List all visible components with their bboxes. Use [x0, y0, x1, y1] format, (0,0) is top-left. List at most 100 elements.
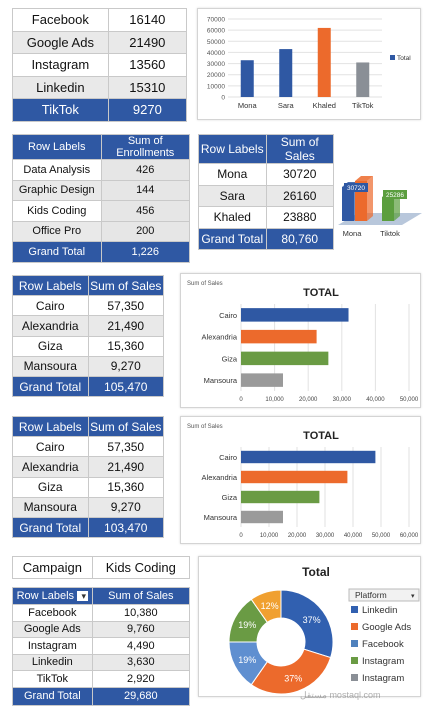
table-row: Data Analysis 426 [12, 159, 190, 181]
grand-total-row: Grand Total 105,470 [12, 375, 164, 398]
column-chart: 0 10000 20000 30000 40000 50000 60000 70000 Mona… [207, 17, 411, 111]
slice-label: 37% [303, 615, 321, 625]
bar-side [394, 192, 400, 221]
grand-total-value: 29,680 [91, 686, 191, 706]
filter-dropdown-icon[interactable]: ▾ [77, 591, 89, 601]
row-label: Facebook [12, 8, 109, 32]
row-label: Cairo [12, 436, 89, 458]
table-row: Google Ads 21490 [12, 30, 188, 54]
table-row: Instagram 13560 [12, 53, 188, 77]
corner-label: Sum of Sales [187, 281, 223, 287]
header-row: Row Labels Sum of Enrollments [12, 134, 190, 160]
platform-table: Facebook 16140 Google Ads 21490 Instagram 135… [12, 8, 188, 122]
row-label: Facebook [12, 604, 93, 622]
y-tick-label: 40000 [207, 50, 225, 57]
bar [241, 450, 376, 464]
y-tick-label: 10000 [207, 83, 225, 90]
row-value: 4,490 [91, 637, 191, 655]
row-label: TikTok [12, 98, 109, 122]
header-sum: Sum of Enrollments [100, 134, 190, 160]
legend-label: Facebook [362, 639, 404, 650]
x-tick-label: Mona [238, 101, 258, 110]
bar [241, 351, 329, 366]
row-label: Instagram [12, 637, 93, 655]
row-value: 16140 [107, 8, 188, 32]
y-tick-label: Alexandria [202, 473, 238, 482]
sales-people-table: Row Labels Sum of Sales Mona 30720 Sara 2616… [198, 134, 334, 250]
bar [241, 470, 348, 484]
legend-label: Total [397, 55, 411, 62]
legend-label: Instagram [362, 656, 404, 667]
header-sum: Sum of Sales [265, 134, 334, 164]
table-row: Facebook 16140 [12, 8, 188, 32]
y-tick-label: 70000 [207, 17, 225, 24]
row-label: Khaled [198, 206, 267, 229]
hbar-chart-2: Sum of Sales TOTAL 0 10,000 20,000 30,000 40,0… [187, 424, 419, 539]
table-row: Mona 30720 [198, 163, 334, 186]
bar-top [355, 176, 373, 181]
bar [241, 373, 283, 387]
grand-total-value: 105,470 [87, 375, 164, 398]
table-row: TikTok 2,920 [12, 670, 191, 688]
row-value: 21,490 [87, 456, 164, 478]
y-tick-label: 30000 [207, 61, 225, 68]
legend-swatch [351, 606, 358, 613]
table-row: Mansoura 9,270 [12, 355, 164, 377]
table-row: Kids Coding 456 [12, 200, 190, 222]
row-label: Cairo [12, 295, 89, 317]
header-sum: Sum of Sales [87, 274, 164, 297]
slice [280, 589, 334, 659]
chart-title: Total [302, 565, 330, 579]
grand-total-row: Grand Total 1,226 [12, 241, 190, 263]
table-row: Cairo 57,350 [12, 295, 164, 317]
grand-total-value: 80,760 [265, 227, 334, 250]
table-row: Linkedin 15310 [12, 75, 188, 99]
header-sum: Sum of Sales [87, 415, 164, 438]
slice-label: 19% [238, 620, 256, 630]
bar [241, 329, 317, 344]
bar3d-chart-wrap: 30720 25286 Mona Tiktok [334, 155, 426, 241]
row-label: Linkedin [12, 653, 93, 671]
x-tick-label: TikTok [352, 101, 374, 110]
city-table-2: Row Labels Sum of Sales Cairo 57,350 Alexan… [12, 415, 164, 539]
x-tick-label: Khaled [313, 101, 336, 110]
row-value: 21490 [107, 30, 188, 54]
legend-label: Google Ads [362, 622, 411, 633]
row-value: 200 [100, 220, 190, 242]
row-value: 144 [100, 179, 190, 201]
row-value: 426 [100, 159, 190, 181]
x-tick-label: 30,000 [333, 397, 352, 403]
table-row: TikTok 9270 [12, 98, 188, 122]
y-tick-label: Mansoura [204, 376, 238, 385]
bar [356, 62, 370, 97]
x-tick-label: 20,000 [299, 397, 318, 403]
y-tick-label: Mansoura [204, 513, 238, 522]
data-label-box [383, 190, 407, 199]
table-row: Mansoura 9,270 [12, 496, 164, 518]
bar [279, 49, 293, 97]
header-row: Row Labels Sum of Sales [12, 415, 164, 438]
table-row: Graphic Design 144 [12, 179, 190, 201]
donut-chart-card: Total 37% 37% 19% 19% 12% Platform ▾ Linkedin Goo… [198, 556, 421, 697]
x-tick-label: 40,000 [366, 397, 385, 403]
x-tick-label: 30,000 [316, 533, 335, 539]
table-row: Alexandria 21,490 [12, 315, 164, 337]
row-value: 2,920 [91, 670, 191, 688]
row-label: Kids Coding [12, 200, 102, 222]
row-value: 3,630 [91, 653, 191, 671]
legend-swatch [351, 623, 358, 630]
hbar-chart-1: Sum of Sales TOTAL 0 10,000 20,000 30,000 40,0… [187, 281, 419, 403]
x-tick-label: 0 [239, 533, 243, 539]
legend-label: Linkedin [362, 605, 397, 616]
x-tick-label: 20,000 [288, 533, 307, 539]
row-label: Google Ads [12, 620, 93, 638]
chart-title: TOTAL [303, 430, 339, 442]
bar [240, 60, 254, 97]
bar-front [382, 197, 394, 221]
row-value: 9,760 [91, 620, 191, 638]
row-value: 15310 [107, 75, 188, 99]
corner-label: Sum of Sales [187, 424, 223, 430]
filter-row: Campaign Kids Coding [12, 556, 191, 579]
row-label: Mansoura [12, 496, 89, 518]
row-value: 456 [100, 200, 190, 222]
